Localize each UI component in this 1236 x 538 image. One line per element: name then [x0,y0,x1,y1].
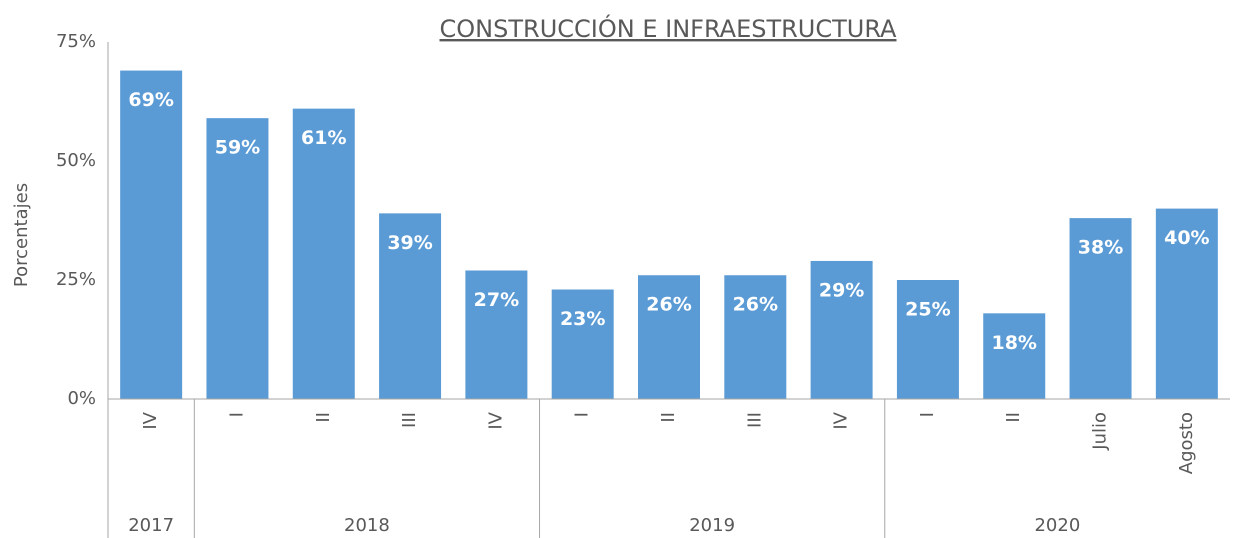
bar [724,275,787,399]
chart-title: CONSTRUCCIÓN E INFRAESTRUCTURA [440,13,898,43]
value-label: 38% [1078,237,1123,259]
bar [1069,218,1132,399]
value-label: 26% [733,294,778,316]
bar [638,275,700,399]
value-label: 40% [1164,227,1209,249]
bar [810,260,873,399]
x-tick-label: II [313,412,334,423]
value-label: 59% [215,137,260,159]
x-tick-label: II [1003,412,1024,423]
x-tick-label: Julio [1090,412,1111,451]
value-label: 39% [387,232,432,254]
group-label: 2019 [689,515,735,536]
bar [465,270,528,399]
x-tick-label: IV [140,411,161,429]
value-label: 23% [560,308,605,330]
y-axis-label: Porcentajes [11,183,32,287]
value-label: 29% [819,279,864,301]
bar [983,313,1046,399]
value-label: 26% [646,294,691,316]
bar [551,289,614,399]
x-tick-label: II [658,412,679,423]
y-tick-label: 0% [67,388,96,409]
value-label: 69% [128,89,173,111]
y-tick-label: 50% [56,150,96,171]
x-tick-label: I [226,412,247,417]
value-label: 18% [991,332,1036,354]
x-tick-label: III [744,412,765,428]
bar [896,280,959,399]
bar [292,108,355,399]
x-tick-label: I [917,412,938,417]
x-tick-label: IV [831,411,852,429]
x-tick-label: IV [485,411,506,429]
y-tick-label: 75% [56,31,96,52]
value-label: 61% [301,127,346,149]
value-label: 25% [905,299,950,321]
group-label: 2018 [344,515,390,536]
y-tick-label: 25% [56,269,96,290]
group-label: 2017 [128,515,174,536]
bar [379,213,442,399]
bar [206,118,269,399]
bar [1155,208,1218,399]
group-label: 2020 [1034,515,1080,536]
x-tick-label: I [572,412,593,417]
bar [120,70,183,399]
value-label: 27% [474,289,519,311]
x-tick-label: III [399,412,420,428]
x-tick-label: Agosto [1176,412,1197,474]
